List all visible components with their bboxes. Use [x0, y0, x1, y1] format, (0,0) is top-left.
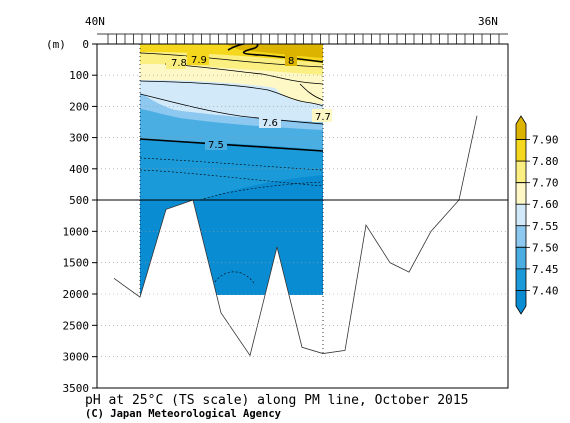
credit-text: (C) Japan Meteorological Agency	[85, 408, 282, 420]
colorbar-segment	[515, 203, 527, 227]
contour-line-7.5	[140, 138, 323, 152]
colorbar-label: 7.90	[532, 134, 559, 147]
colorbar-segment	[515, 246, 527, 270]
seafloor-line	[113, 115, 478, 357]
grid	[97, 74, 508, 357]
colorbar-label: 7.70	[532, 177, 559, 190]
contour-label-7.6: 7.6	[262, 118, 278, 129]
colorbar-segment	[515, 225, 527, 248]
y-tick-label: 2500	[63, 319, 90, 332]
colorbar-segment	[515, 139, 527, 162]
lat-label-left: 40N	[85, 15, 105, 28]
contour-line-7.40-dash	[199, 181, 323, 201]
y-tick-label: 400	[69, 163, 89, 176]
contour-line-7.7b	[299, 83, 323, 101]
colorbar-label: 7.80	[532, 155, 559, 168]
y-tick-label: 500	[69, 194, 89, 207]
contour-line-7.8	[164, 63, 323, 85]
y-tick-label: 0	[82, 38, 89, 51]
colorbar-label: 7.60	[532, 198, 559, 211]
y-axis-unit-label: (m)	[46, 38, 66, 51]
colorbar-segment	[515, 268, 527, 291]
y-tick-label: 1000	[63, 225, 90, 238]
y-tick-label: 200	[69, 100, 89, 113]
y-tick-label: 300	[69, 132, 89, 145]
colorbar-label: 7.55	[532, 220, 559, 233]
seafloor-mask	[114, 115, 477, 388]
bottom-topography	[113, 115, 478, 388]
chart-title: pH at 25°C (TS scale) along PM line, Oct…	[85, 393, 469, 408]
top-tick-ruler	[97, 33, 508, 44]
colorbar: 7.90 7.80 7.70 7.60 7.55 7.50 7.45 7.40	[515, 115, 559, 315]
y-tick-label: 100	[69, 69, 89, 82]
contour-label-7.5: 7.5	[208, 140, 224, 151]
contour-line-7.6	[140, 93, 323, 125]
lat-label-right: 36N	[478, 15, 498, 28]
contour-label-7.9: 7.9	[191, 55, 207, 66]
plot-frame	[96, 43, 509, 389]
colorbar-segment	[515, 115, 527, 140]
colorbar-segment	[515, 290, 527, 315]
y-tick-label: 3500	[63, 382, 90, 395]
colorbar-label: 7.40	[532, 284, 559, 297]
colorbar-segment	[515, 160, 527, 184]
y-tick-label: 2000	[63, 288, 90, 301]
contour-line-7.9	[140, 52, 323, 68]
contour-labels: 7.8 7.9 8 7.7 7.6 7.5	[166, 52, 332, 151]
y-tick-label: 1500	[63, 257, 90, 270]
contour-line-deep-dash	[214, 271, 256, 286]
colorbar-label: 7.50	[532, 241, 559, 254]
colorbar-label: 7.45	[532, 263, 559, 276]
contour-label-7.7: 7.7	[315, 112, 331, 123]
y-tick-label: 3000	[63, 351, 90, 364]
contour-label-7.8: 7.8	[171, 58, 187, 69]
contour-label-8: 8	[288, 56, 294, 67]
y-axis-ticks: 0 100 200 300 400 500 1000 1500 2000 2500 3000 3500	[63, 38, 97, 395]
contour-line-7.7	[140, 80, 323, 107]
colorbar-segment	[515, 182, 527, 205]
band-gt-8	[225, 44, 323, 58]
